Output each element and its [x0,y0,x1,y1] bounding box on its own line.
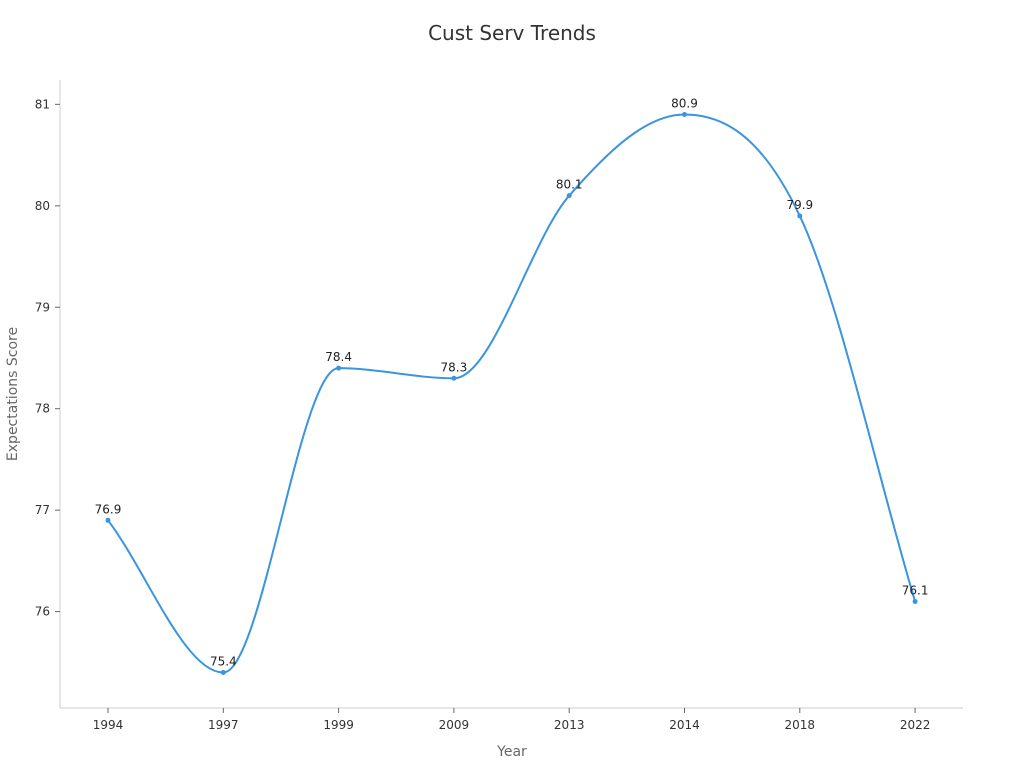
data-point [105,517,111,523]
x-tick-label: 2022 [900,718,931,732]
x-axis-label: Year [496,744,527,760]
x-ticks: 1994 1997 1999 2009 2013 2014 2018 2022 [93,708,931,732]
x-tick-label: 2009 [439,718,470,732]
y-tick-label: 81 [35,97,50,111]
data-point [336,365,342,371]
chart-title: Cust Serv Trends [428,21,596,45]
data-label: 76.1 [902,583,929,597]
data-label: 79.9 [786,198,813,212]
data-label: 80.9 [671,96,698,110]
x-tick-label: 1994 [93,718,124,732]
data-label: 78.4 [325,350,352,364]
x-tick-label: 1999 [323,718,354,732]
data-point [220,669,226,675]
x-tick-label: 2014 [669,718,700,732]
x-tick-label: 2018 [785,718,816,732]
data-point [912,598,918,604]
data-label: 76.9 [95,502,122,516]
y-tick-label: 80 [35,199,50,213]
data-point [682,111,687,117]
series-line [107,113,917,674]
data-point [566,193,572,199]
data-point [451,375,457,381]
y-tick-label: 79 [35,300,50,314]
axes [59,80,963,709]
data-label: 78.3 [441,360,468,374]
y-ticks: 76 77 78 79 80 81 [35,97,60,619]
data-points [105,111,918,675]
y-tick-label: 76 [35,605,50,619]
data-label: 75.4 [210,654,237,668]
y-axis-label: Expectations Score [5,327,21,461]
y-tick-label: 77 [35,503,50,517]
data-labels: 76.9 75.4 78.4 78.3 80.1 80.9 79.9 76.1 [95,96,929,668]
data-point [797,213,803,219]
x-tick-label: 1997 [208,718,239,732]
data-label: 80.1 [556,178,583,192]
x-tick-label: 2013 [554,718,585,732]
y-tick-label: 78 [35,402,50,416]
